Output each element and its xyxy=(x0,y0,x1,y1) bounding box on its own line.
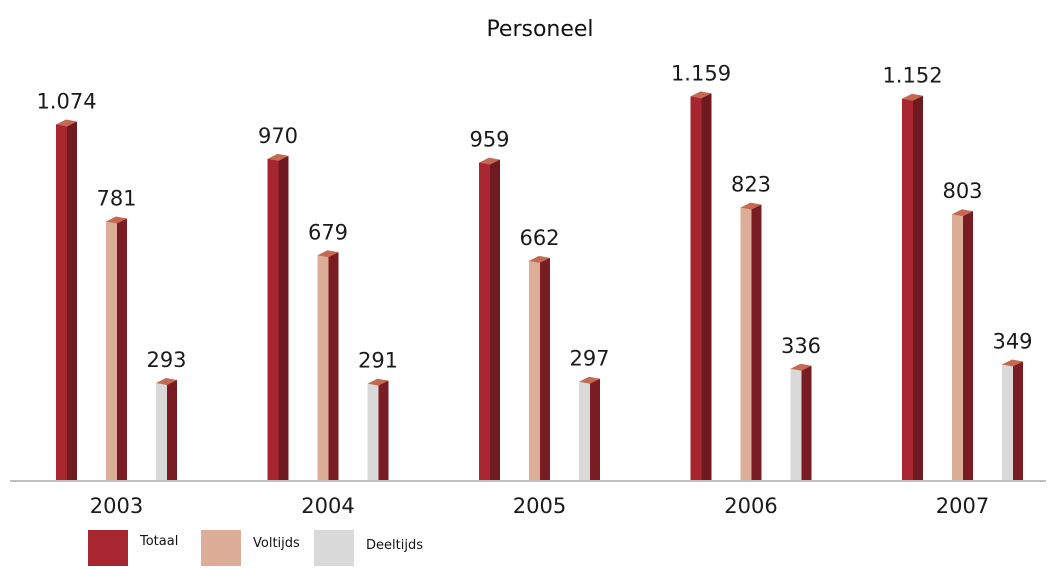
bar-side xyxy=(328,252,339,480)
bar-front xyxy=(106,221,117,480)
bar-side xyxy=(490,159,500,481)
bar-side xyxy=(378,380,389,480)
bar-totaal-2007 xyxy=(902,93,923,481)
category-labels: 2003 2004 2005 2006 2007 xyxy=(90,494,989,518)
bar-front xyxy=(156,383,167,480)
bar-side xyxy=(963,211,973,480)
legend-label: Deeltijds xyxy=(366,538,423,553)
category-label: 2003 xyxy=(90,494,143,518)
bar-front xyxy=(902,98,913,481)
bar-top xyxy=(1002,359,1023,367)
data-label: 679 xyxy=(308,220,348,244)
bar-side xyxy=(278,155,289,480)
bar-totaal-2004 xyxy=(267,153,289,480)
legend: Totaal Voltijds Deeltijds xyxy=(88,530,423,566)
legend-label: Totaal xyxy=(139,534,178,549)
bar-side xyxy=(167,380,177,480)
bar-side xyxy=(701,93,712,480)
bar-front xyxy=(579,381,590,480)
bar-deeltijds-2003 xyxy=(156,378,177,480)
data-label: 803 xyxy=(942,179,982,203)
bar-front xyxy=(690,96,702,480)
bar-top xyxy=(740,202,762,210)
bar-side xyxy=(913,95,923,481)
bar-side xyxy=(67,121,77,481)
bar-top xyxy=(317,250,339,258)
data-label: 1.159 xyxy=(671,61,731,85)
bar-top xyxy=(56,119,77,127)
legend-swatch xyxy=(314,530,354,566)
bar-front xyxy=(790,368,802,480)
bar-front xyxy=(317,255,329,480)
bar-front xyxy=(267,158,279,480)
bar-side xyxy=(751,204,762,480)
bar-top xyxy=(579,376,600,384)
legend-item-deeltijds: Deeltijds xyxy=(314,530,423,566)
legend-swatch xyxy=(201,530,241,566)
bar-top xyxy=(902,93,923,101)
bar-top xyxy=(479,157,500,165)
bar-front xyxy=(1002,364,1013,480)
bar-front xyxy=(56,124,67,481)
bar-top xyxy=(367,378,389,386)
data-label: 823 xyxy=(731,173,771,197)
bar-top xyxy=(156,378,177,386)
bar-top xyxy=(790,363,812,371)
data-label: 959 xyxy=(469,128,509,152)
bar-side xyxy=(1013,361,1023,480)
bar-side xyxy=(117,218,127,480)
legend-label: Voltijds xyxy=(253,536,300,551)
legend-item-totaal: Totaal xyxy=(88,530,178,566)
data-label: 662 xyxy=(519,226,559,250)
bar-side xyxy=(540,257,550,480)
category-label: 2005 xyxy=(513,494,566,518)
bar-deeltijds-2006 xyxy=(790,363,812,480)
bar-front xyxy=(529,260,540,480)
bar-top xyxy=(267,153,289,161)
bar-front xyxy=(367,383,379,480)
bar-deeltijds-2005 xyxy=(579,376,600,480)
bar-totaal-2006 xyxy=(690,91,712,480)
bar-deeltijds-2004 xyxy=(367,378,389,480)
bar-front xyxy=(740,207,752,480)
data-label: 1.074 xyxy=(36,90,96,114)
bar-side xyxy=(590,378,600,480)
category-label: 2007 xyxy=(936,494,989,518)
data-label: 349 xyxy=(992,329,1032,353)
bar-totaal-2003 xyxy=(56,119,77,481)
bar-front xyxy=(479,162,490,481)
data-label: 781 xyxy=(96,186,136,210)
bar-top xyxy=(952,209,973,217)
bar-voltijds-2003 xyxy=(106,216,127,480)
bar-front xyxy=(952,214,963,480)
bar-top xyxy=(690,91,712,99)
data-label: 970 xyxy=(258,124,298,148)
bar-deeltijds-2007 xyxy=(1002,359,1023,480)
bar-side xyxy=(801,365,812,480)
category-label: 2004 xyxy=(301,494,354,518)
bar-totaal-2005 xyxy=(479,157,500,481)
bar-top xyxy=(106,216,127,224)
bar-voltijds-2007 xyxy=(952,209,973,480)
legend-swatch xyxy=(88,530,128,566)
bar-voltijds-2006 xyxy=(740,202,762,480)
category-label: 2006 xyxy=(724,494,777,518)
data-label: 293 xyxy=(146,348,186,372)
bars-group: 1.074 781 293 970 679 291 959 662 297 1.159 823 336… xyxy=(36,61,1033,481)
data-label: 291 xyxy=(358,349,398,373)
chart-title: Personeel xyxy=(486,17,593,42)
data-label: 297 xyxy=(569,347,609,371)
bar-voltijds-2005 xyxy=(529,255,550,480)
bar-top xyxy=(529,255,550,263)
bar-voltijds-2004 xyxy=(317,250,339,480)
data-label: 336 xyxy=(781,334,821,358)
legend-item-voltijds: Voltijds xyxy=(201,530,300,566)
data-label: 1.152 xyxy=(882,64,942,88)
